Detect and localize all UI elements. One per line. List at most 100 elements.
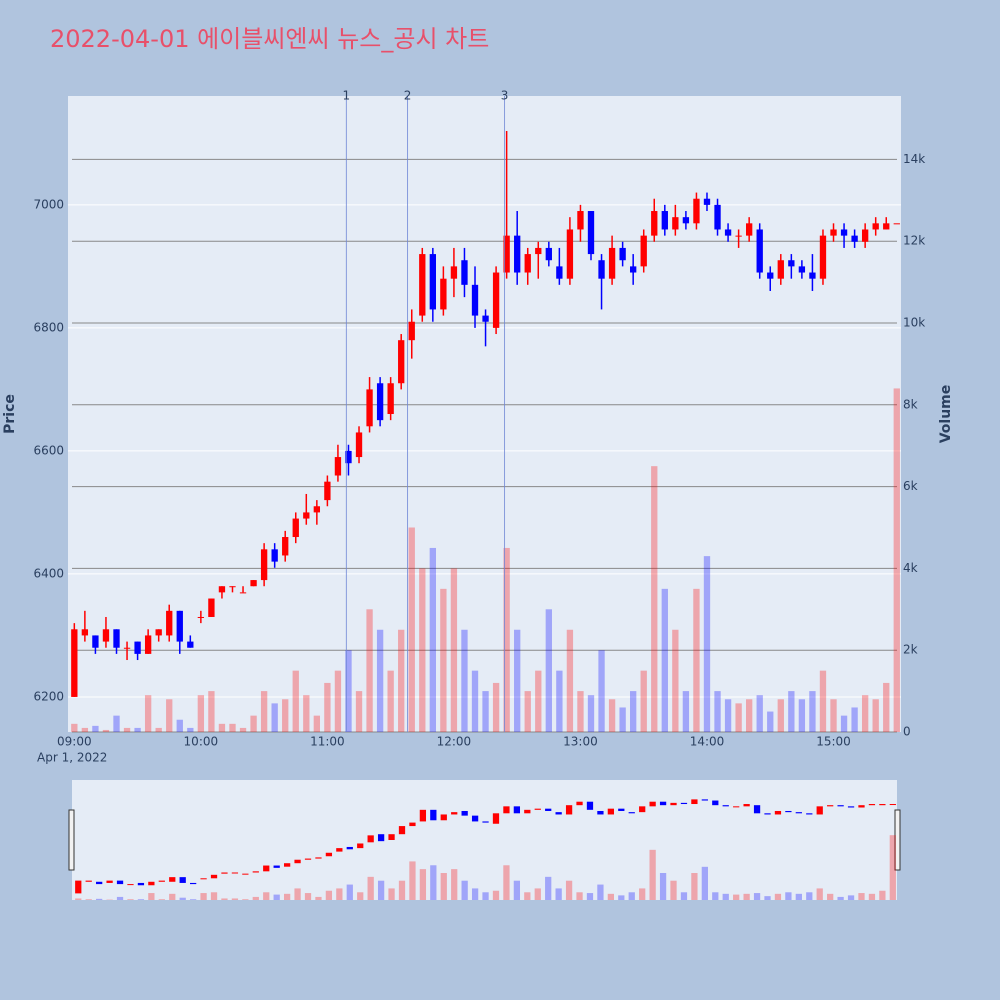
slider-volume-bar	[753, 893, 761, 900]
event-label: 1	[343, 89, 351, 103]
slider-candle	[712, 800, 719, 806]
volume-bar	[672, 629, 679, 732]
candle-body	[661, 211, 668, 230]
candle-body	[893, 223, 900, 225]
candle-body	[672, 217, 679, 230]
slider-candle	[190, 882, 197, 885]
slider-volume-bar	[649, 849, 656, 900]
candle-body	[366, 389, 373, 427]
y2-tick-label: 10k	[903, 315, 925, 329]
slider-volume-bar	[409, 861, 416, 900]
candle-body	[840, 229, 848, 236]
candle-body	[155, 629, 162, 636]
volume-bar	[608, 699, 616, 732]
y2-axis-title: Volume	[938, 385, 954, 444]
slider-volume-bar	[388, 888, 395, 900]
slider-volume-bar	[482, 892, 489, 900]
slider-candle	[879, 804, 886, 806]
chart-title: 2022-04-01 에이블씨엔씨 뉴스_공시 차트	[50, 25, 489, 53]
slider-candle	[639, 806, 646, 813]
slider-candle	[315, 857, 322, 859]
slider-volume-bar	[294, 888, 301, 900]
slider-candle	[565, 805, 573, 815]
y2-tick-label: 12k	[903, 234, 925, 248]
range-slider[interactable]	[72, 780, 897, 900]
volume-bar	[587, 695, 595, 732]
slider-volume-bar	[419, 869, 427, 900]
volume-bar	[767, 711, 774, 732]
slider-volume-bar	[158, 899, 165, 900]
slider-volume-bar	[733, 894, 740, 900]
slider-volume-bar	[492, 890, 500, 900]
candle-body	[81, 629, 89, 636]
slider-volume-bar	[868, 893, 876, 900]
slider-volume-bar	[607, 893, 614, 900]
candle-body	[218, 586, 226, 593]
slider-volume-bar	[336, 888, 343, 900]
candle-body	[872, 223, 879, 230]
slider-volume-bar	[75, 898, 82, 900]
slider-candle	[586, 801, 594, 810]
slider-candle	[210, 874, 218, 879]
volume-bar	[187, 727, 194, 732]
volume-bar	[239, 727, 247, 732]
volume-bar	[461, 629, 468, 732]
slider-volume-bar	[764, 896, 771, 900]
volume-bar	[809, 691, 816, 732]
slider-candle	[451, 812, 458, 815]
volume-bar	[123, 727, 131, 732]
x-tick-label: 13:00	[563, 735, 598, 749]
volume-bar	[872, 699, 879, 732]
volume-bar	[282, 699, 289, 732]
candle-body	[419, 254, 426, 316]
slider-candle	[555, 812, 562, 815]
slider-candle	[409, 822, 416, 827]
volume-bar	[756, 695, 763, 732]
candle-body	[809, 272, 816, 279]
slider-volume-bar	[231, 898, 239, 900]
slider-volume-bar	[221, 898, 228, 900]
slider-candle	[837, 805, 844, 807]
slider-volume-bar	[816, 888, 823, 900]
volume-bar	[893, 388, 900, 732]
candle-body	[682, 217, 690, 224]
candle-body	[408, 321, 415, 341]
volume-bar	[155, 727, 162, 732]
slider-candle	[96, 881, 103, 885]
slider-volume-bar	[503, 865, 510, 900]
slider-volume-bar	[555, 888, 562, 900]
slider-candle	[743, 804, 750, 807]
slider-candle	[325, 852, 333, 857]
slider-candle	[252, 871, 259, 873]
range-handle-right[interactable]	[894, 809, 901, 871]
slider-candle	[388, 834, 395, 840]
volume-bar	[566, 629, 574, 732]
range-handle-left[interactable]	[68, 809, 75, 871]
slider-volume-bar	[889, 835, 896, 900]
slider-candle	[75, 880, 82, 894]
candle-body	[134, 641, 141, 654]
slider-candle	[169, 877, 176, 882]
candle-body	[282, 537, 289, 556]
slider-volume-bar	[586, 893, 594, 900]
slider-candle	[148, 881, 155, 886]
candle-body	[450, 266, 458, 279]
slider-candle	[576, 801, 583, 806]
candle-body	[514, 235, 521, 273]
slider-volume-bar	[461, 880, 468, 900]
candle-body	[102, 629, 110, 642]
volume-bar	[419, 568, 426, 732]
slider-volume-bar	[743, 893, 750, 900]
slider-candle	[795, 812, 802, 814]
candle-body	[260, 549, 268, 581]
x-date-label: Apr 1, 2022	[37, 751, 107, 765]
candle-body	[714, 204, 721, 230]
slider-candle	[534, 808, 541, 810]
volume-bar	[345, 650, 352, 732]
candle-body	[229, 586, 236, 588]
slider-candle	[419, 809, 427, 822]
candle-body	[144, 635, 152, 654]
candle-body	[197, 616, 205, 618]
y2-tick-label: 8k	[903, 397, 918, 411]
slider-volume-bar	[127, 899, 134, 900]
